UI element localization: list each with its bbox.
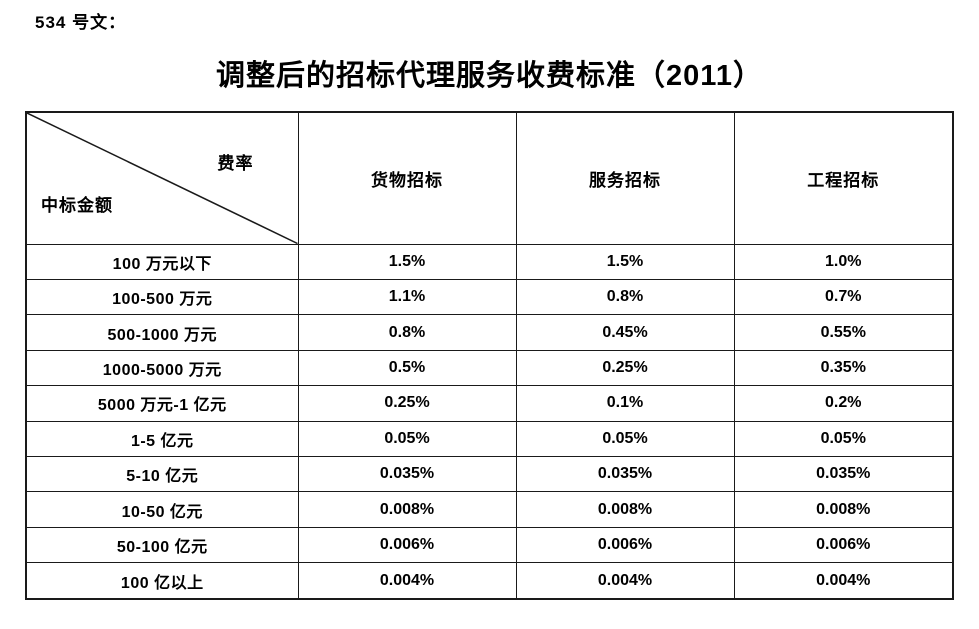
- table-row: 1000-5000 万元 0.5% 0.25% 0.35%: [25, 349, 954, 387]
- table-header-row: 费率 中标金额 货物招标 服务招标 工程招标: [25, 111, 954, 245]
- rate-value: 0.25%: [515, 349, 735, 387]
- rate-value: 0.05%: [297, 420, 517, 458]
- corner-header-cell: 费率 中标金额: [25, 111, 299, 245]
- rate-value: 0.035%: [515, 456, 735, 493]
- amount-range-label: 1000-5000 万元: [25, 349, 299, 387]
- fee-rate-table: 费率 中标金额 货物招标 服务招标 工程招标 100 万元以下 1.5% 1.5% 1…: [25, 111, 954, 600]
- table-row: 50-100 亿元 0.006% 0.006% 0.006%: [25, 526, 954, 564]
- rate-value: 0.004%: [515, 562, 735, 600]
- table-row: 100 万元以下 1.5% 1.5% 1.0%: [25, 243, 954, 280]
- table-row: 10-50 亿元 0.008% 0.008% 0.008%: [25, 491, 954, 528]
- rate-value: 0.5%: [297, 349, 517, 387]
- rate-value: 0.2%: [733, 385, 954, 422]
- rate-value: 1.0%: [733, 243, 954, 280]
- table-row: 1-5 亿元 0.05% 0.05% 0.05%: [25, 420, 954, 458]
- rate-value: 0.45%: [515, 314, 735, 351]
- rate-value: 0.008%: [515, 491, 735, 528]
- amount-range-label: 500-1000 万元: [25, 314, 299, 351]
- rate-value: 0.035%: [733, 456, 954, 493]
- column-header-services: 服务招标: [515, 111, 735, 245]
- rate-value: 0.05%: [515, 420, 735, 458]
- rate-value: 0.1%: [515, 385, 735, 422]
- table-row: 100 亿以上 0.004% 0.004% 0.004%: [25, 562, 954, 600]
- amount-range-label: 10-50 亿元: [25, 491, 299, 528]
- rate-value: 0.006%: [733, 526, 954, 564]
- corner-label-bid-amount: 中标金额: [41, 195, 113, 215]
- rate-value: 0.55%: [733, 314, 954, 351]
- rate-value: 0.7%: [733, 278, 954, 316]
- rate-value: 0.8%: [297, 314, 517, 351]
- rate-value: 0.008%: [297, 491, 517, 528]
- rate-value: 0.004%: [297, 562, 517, 600]
- rate-value: 0.25%: [297, 385, 517, 422]
- rate-value: 0.006%: [297, 526, 517, 564]
- amount-range-label: 100-500 万元: [25, 278, 299, 316]
- fee-table-body: 100 万元以下 1.5% 1.5% 1.0% 100-500 万元 1.1% 0.8% 0.…: [25, 243, 954, 600]
- rate-value: 1.5%: [515, 243, 735, 280]
- doc-number: 534 号文：: [35, 13, 127, 32]
- rate-value: 0.006%: [515, 526, 735, 564]
- rate-value: 0.035%: [297, 456, 517, 493]
- corner-label-rate: 费率: [217, 154, 254, 173]
- diagonal-divider: [27, 113, 298, 244]
- table-row: 500-1000 万元 0.8% 0.45% 0.55%: [25, 314, 954, 351]
- table-row: 5-10 亿元 0.035% 0.035% 0.035%: [25, 456, 954, 493]
- amount-range-label: 50-100 亿元: [25, 526, 299, 564]
- column-header-engineering: 工程招标: [733, 111, 954, 245]
- amount-range-label: 5-10 亿元: [25, 456, 299, 493]
- column-header-goods: 货物招标: [297, 111, 517, 245]
- rate-value: 1.1%: [297, 278, 517, 316]
- rate-value: 1.5%: [297, 243, 517, 280]
- table-row: 100-500 万元 1.1% 0.8% 0.7%: [25, 278, 954, 316]
- amount-range-label: 5000 万元-1 亿元: [25, 385, 299, 422]
- table-row: 5000 万元-1 亿元 0.25% 0.1% 0.2%: [25, 385, 954, 422]
- rate-value: 0.004%: [733, 562, 954, 600]
- amount-range-label: 1-5 亿元: [25, 420, 299, 458]
- rate-value: 0.05%: [733, 420, 954, 458]
- page-title: 调整后的招标代理服务收费标准（2011）: [216, 60, 763, 92]
- rate-value: 0.008%: [733, 491, 954, 528]
- rate-value: 0.35%: [733, 349, 954, 387]
- amount-range-label: 100 亿以上: [25, 562, 299, 600]
- amount-range-label: 100 万元以下: [25, 243, 299, 280]
- rate-value: 0.8%: [515, 278, 735, 316]
